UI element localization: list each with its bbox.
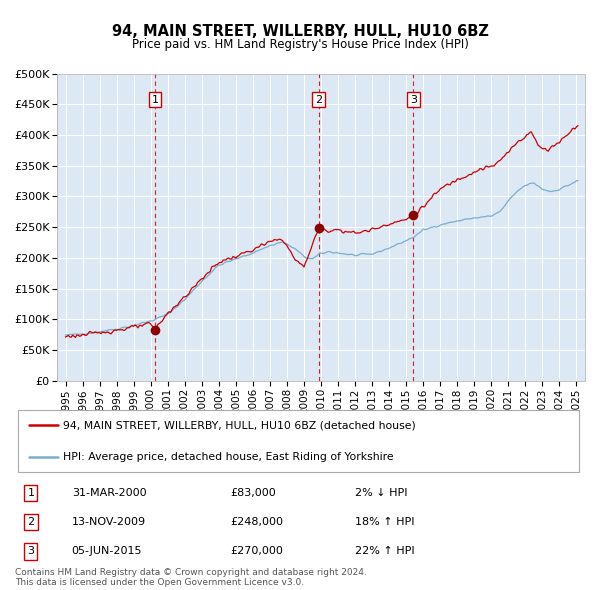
Text: 3: 3 — [28, 546, 34, 556]
Text: 13-NOV-2009: 13-NOV-2009 — [72, 517, 146, 527]
Text: 94, MAIN STREET, WILLERBY, HULL, HU10 6BZ: 94, MAIN STREET, WILLERBY, HULL, HU10 6B… — [112, 24, 488, 38]
Text: 31-MAR-2000: 31-MAR-2000 — [72, 489, 146, 499]
Text: 1: 1 — [28, 489, 34, 499]
Text: 2% ↓ HPI: 2% ↓ HPI — [355, 489, 408, 499]
Text: 3: 3 — [410, 94, 417, 104]
Text: 22% ↑ HPI: 22% ↑ HPI — [355, 546, 415, 556]
Text: 05-JUN-2015: 05-JUN-2015 — [72, 546, 142, 556]
Text: This data is licensed under the Open Government Licence v3.0.: This data is licensed under the Open Gov… — [15, 578, 304, 587]
FancyBboxPatch shape — [18, 410, 579, 472]
Text: 2: 2 — [315, 94, 322, 104]
Text: 18% ↑ HPI: 18% ↑ HPI — [355, 517, 415, 527]
Text: £270,000: £270,000 — [230, 546, 283, 556]
Text: Contains HM Land Registry data © Crown copyright and database right 2024.: Contains HM Land Registry data © Crown c… — [15, 568, 367, 576]
Text: 94, MAIN STREET, WILLERBY, HULL, HU10 6BZ (detached house): 94, MAIN STREET, WILLERBY, HULL, HU10 6B… — [63, 421, 416, 431]
Text: 2: 2 — [28, 517, 34, 527]
Text: £83,000: £83,000 — [230, 489, 276, 499]
Text: 1: 1 — [151, 94, 158, 104]
Text: Price paid vs. HM Land Registry's House Price Index (HPI): Price paid vs. HM Land Registry's House … — [131, 38, 469, 51]
Text: £248,000: £248,000 — [230, 517, 283, 527]
Text: HPI: Average price, detached house, East Riding of Yorkshire: HPI: Average price, detached house, East… — [63, 451, 394, 461]
